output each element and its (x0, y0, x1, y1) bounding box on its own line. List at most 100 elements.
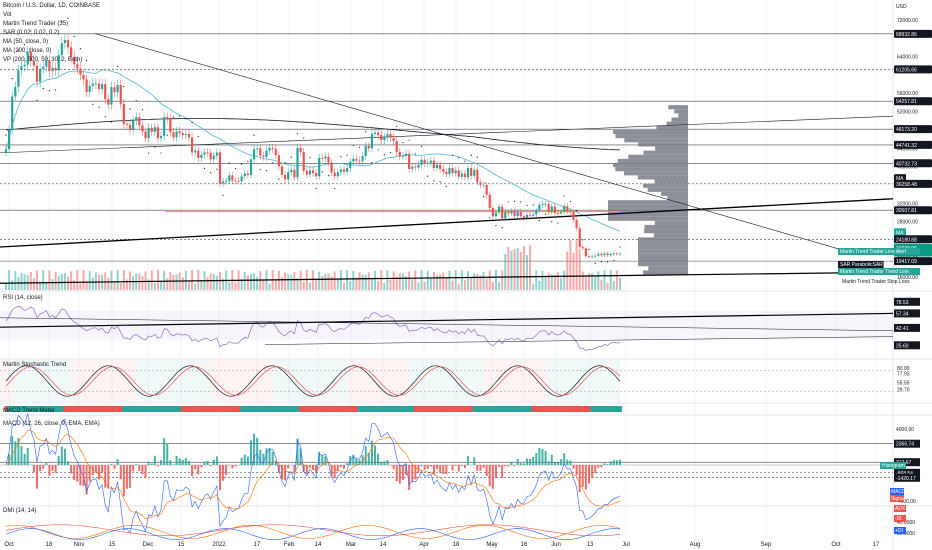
price-tag (894, 228, 906, 237)
indicator-legend-0[interactable]: Martin Trend Trader (35) (3, 21, 69, 27)
volume-profile-bar (643, 183, 688, 188)
indicator-legend-4[interactable]: VP (200, 500, 50, 30, 2, Both) (3, 57, 83, 63)
rsi-title[interactable]: RSI (14, close) (3, 295, 43, 301)
stoch-bg (37, 360, 50, 402)
sar-dot (383, 154, 385, 156)
macd-tick-label: -1420.17 (896, 476, 916, 482)
indicator-legend-3[interactable]: MA (200, close, 0) (3, 48, 52, 54)
volume-bar (563, 270, 566, 290)
volume-profile-bar (668, 105, 688, 110)
trend-meter-cell (153, 406, 157, 412)
trend-line-lower (0, 198, 894, 248)
macd-title[interactable]: MACD (12, 26, close, 9, EMA, EMA) (3, 421, 100, 427)
symbol-title[interactable]: Bitcoin / U.S. Dollar, 1D, COINBASE (3, 3, 101, 9)
candle-body (528, 214, 532, 216)
candle-body (60, 43, 63, 56)
volume-bar (79, 283, 82, 290)
candle-body (243, 173, 246, 177)
candle-body (54, 67, 57, 71)
volume-profile-bar (674, 109, 688, 114)
trend-meter-cell (354, 406, 359, 412)
candle-body (550, 206, 553, 213)
macd-histogram-bar (392, 465, 395, 470)
trend-meter-cell (426, 406, 430, 412)
volume-bar (209, 273, 212, 290)
candle-body (411, 166, 414, 169)
candle-body (246, 173, 249, 175)
sar-dot (402, 141, 404, 144)
annotation-bg (838, 268, 920, 275)
macd-histogram-bar (101, 465, 104, 473)
macd-histogram-bar (91, 465, 94, 476)
macd-histogram-bar (45, 463, 48, 465)
macd-histogram-bar (85, 465, 88, 495)
sar-dot (613, 260, 615, 262)
macd-histogram-bar (256, 437, 259, 465)
volume-legend[interactable]: Vol (3, 12, 12, 18)
trend-meter-cell (550, 406, 554, 412)
stoch-bg (148, 360, 162, 402)
candle-body (553, 206, 556, 214)
candle-body (26, 51, 29, 65)
volume-profile-bar (638, 258, 688, 263)
trend-meter-cell (295, 406, 300, 412)
trend-line-down (94, 33, 841, 250)
volume-profile-bar (637, 175, 688, 180)
trend-meter-cell (147, 406, 151, 412)
x-axis-label: 16 (521, 542, 528, 548)
macd-histogram-bar (315, 465, 318, 473)
trend-meter-cell (131, 406, 135, 412)
annotation-bg (838, 261, 884, 268)
macd-trend-title[interactable]: MACD Trend Meter (3, 408, 55, 414)
volume-bar (417, 282, 420, 290)
trend-meter-cell (78, 406, 83, 412)
sar-dot (191, 121, 193, 123)
sar-dot (117, 65, 119, 67)
macd-histogram-bar (36, 465, 39, 489)
indicator-legend-1[interactable]: SAR (0.02, 0.02, 0.2) (3, 30, 60, 36)
candle-body (125, 123, 129, 125)
volume-profile-bar (644, 224, 688, 230)
ma50-line (5, 69, 621, 232)
volume-bar (262, 280, 265, 290)
candle-body (336, 172, 339, 177)
trend-meter-cell (280, 406, 284, 412)
sar-dot (520, 201, 522, 203)
sar-dot (575, 210, 578, 212)
trend-meter-cell (116, 406, 120, 412)
dmi-badge-text: -DI (895, 516, 902, 522)
volume-bar (547, 272, 550, 290)
trend-meter-cell (66, 406, 70, 412)
volume-bar (476, 274, 479, 290)
candle-body (231, 175, 234, 181)
macd-histogram-bar (460, 465, 463, 466)
dmi-title[interactable]: DMI (14, 14) (3, 508, 37, 514)
trend-meter-cell (531, 406, 536, 412)
candle-body (333, 172, 336, 177)
volume-bar (39, 281, 42, 290)
volume-bar (389, 279, 392, 290)
sar-dot (98, 106, 100, 108)
stoch-title[interactable]: Martin Stochastic Trend (3, 362, 67, 368)
trend-meter-cell (488, 406, 492, 412)
candle-body (417, 164, 420, 168)
macd-histogram-bar (147, 461, 150, 465)
volume-bar (569, 240, 572, 290)
candle-body (277, 155, 280, 167)
macd-histogram-bar (240, 457, 243, 465)
rsi-tag (894, 297, 920, 306)
macd-histogram-bar (197, 465, 200, 475)
candle-body (187, 134, 191, 138)
trend-meter-cell (544, 406, 548, 412)
sar-dot (203, 167, 206, 170)
indicator-legend-2[interactable]: MA (50, close, 0) (3, 39, 49, 45)
trend-meter-cell (106, 406, 111, 412)
price-tag (894, 140, 932, 149)
volume-bar (529, 245, 532, 290)
trend-meter-cell (85, 406, 89, 412)
macd-histogram-bar (246, 456, 249, 465)
macd-histogram-bar (591, 465, 594, 478)
sar-dot (61, 21, 63, 23)
price-tag-text: 19417.09 (896, 259, 917, 265)
